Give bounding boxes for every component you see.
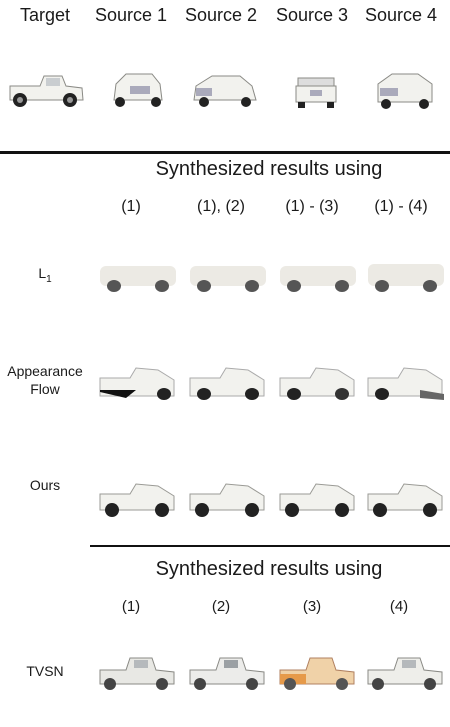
section2-col-4: (4) <box>389 598 409 615</box>
section2-title: Synthesized results using <box>155 558 383 580</box>
appearance-flow-result-1-image <box>96 356 180 416</box>
section2-col-3: (3) <box>302 598 322 615</box>
row-label-l1: L1 <box>0 264 90 289</box>
tvsn-result-1-image <box>96 648 180 708</box>
header-target: Target <box>19 5 71 25</box>
source-2-truck-image <box>186 62 270 122</box>
source-1-truck-image <box>96 62 180 122</box>
l1-result-4-image <box>364 248 448 308</box>
tvsn-result-4-image <box>364 648 448 708</box>
ours-result-2-image <box>186 472 270 532</box>
ours-result-4-image <box>364 472 448 532</box>
row-label-tvsn: TVSN <box>26 663 64 679</box>
appearance-flow-line1: Appearance <box>7 363 83 379</box>
header-source-3: Source 3 <box>275 5 349 25</box>
header-source-2: Source 2 <box>184 5 258 25</box>
section1-title: Synthesized results using <box>155 158 383 180</box>
l1-result-3-image <box>276 248 360 308</box>
section1-col-3: (1) - (3) <box>285 198 339 215</box>
l1-result-2-image <box>186 248 270 308</box>
appearance-flow-result-3-image <box>276 356 360 416</box>
tvsn-result-3-image <box>276 648 360 708</box>
section1-col-2: (1), (2) <box>197 198 245 215</box>
section2-divider <box>90 545 450 547</box>
section1-col-1: (1) <box>121 198 141 215</box>
appearance-flow-result-4-image <box>364 356 448 416</box>
row-label-ours: Ours <box>29 477 61 493</box>
l1-result-1-image <box>96 248 180 308</box>
appearance-flow-result-2-image <box>186 356 270 416</box>
ours-result-3-image <box>276 472 360 532</box>
section1-col-4: (1) - (4) <box>374 198 428 215</box>
appearance-flow-line2: Flow <box>30 381 60 397</box>
l1-main: L <box>38 265 47 281</box>
section2-col-1: (1) <box>121 598 141 615</box>
top-divider <box>0 151 450 154</box>
source-4-truck-image <box>364 62 448 122</box>
tvsn-result-2-image <box>186 648 270 708</box>
section2-col-2: (2) <box>211 598 231 615</box>
l1-subscript: 1 <box>46 273 52 285</box>
target-truck-image <box>4 62 88 122</box>
header-source-1: Source 1 <box>94 5 168 25</box>
source-3-truck-image <box>276 62 360 122</box>
row-label-appearance-flow: Appearance Flow <box>0 362 90 398</box>
header-source-4: Source 4 <box>364 5 438 25</box>
ours-result-1-image <box>96 472 180 532</box>
